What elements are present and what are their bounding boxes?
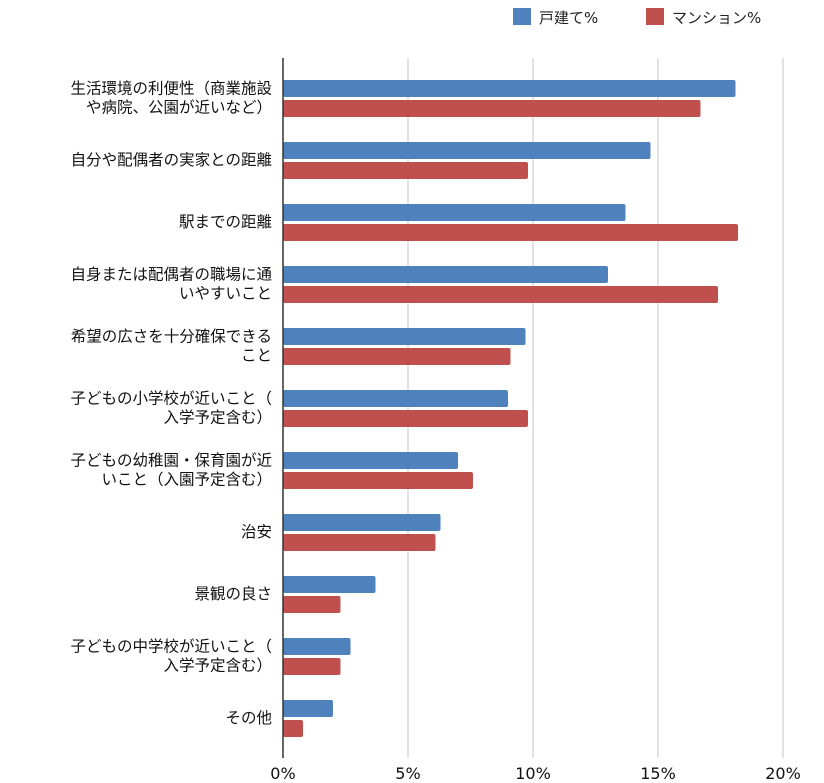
category-label: 治安 [241, 523, 272, 541]
x-tick-label: 0% [270, 764, 295, 783]
bar-mansion [283, 410, 528, 427]
category-label: 自分や配偶者の実家との距離 [71, 151, 272, 169]
bar-detached [283, 576, 376, 593]
bar-mansion [283, 348, 511, 365]
category-label: いやすいこと [179, 285, 272, 303]
category-label: 子どもの幼稚園・保育園が近 [70, 452, 272, 470]
legend: 戸建て% マンション% [513, 8, 761, 27]
category-label: こと [241, 347, 272, 365]
category-label: いこと（入園予定含む） [101, 471, 272, 489]
bar-detached [283, 700, 333, 717]
bar-mansion [283, 596, 341, 613]
bar-mansion [283, 224, 738, 241]
legend-swatch-mansion [646, 8, 664, 25]
category-label: その他 [225, 709, 272, 727]
bar-detached [283, 452, 458, 469]
bar-mansion [283, 534, 436, 551]
category-label: 駅までの距離 [179, 213, 272, 231]
x-tick-label: 5% [395, 764, 420, 783]
bar-detached [283, 638, 351, 655]
category-label: 希望の広さを十分確保できる [71, 328, 272, 346]
category-label: や病院、公園が近いなど） [86, 98, 272, 117]
bar-detached [283, 328, 526, 345]
bar-detached [283, 514, 441, 531]
legend-label-mansion: マンション% [672, 9, 761, 27]
x-tick-label: 15% [640, 764, 676, 783]
x-tick-label: 20% [765, 764, 801, 783]
bar-mansion [283, 658, 341, 675]
bars [283, 80, 738, 737]
gridlines [407, 58, 784, 758]
bar-detached [283, 80, 736, 97]
category-label: 入学予定含む） [163, 657, 272, 675]
bar-detached [283, 390, 508, 407]
category-label: 子どもの中学校が近いこと（ [70, 638, 272, 656]
legend-label-detached: 戸建て% [539, 9, 598, 27]
bar-mansion [283, 720, 303, 737]
bar-detached [283, 142, 651, 159]
bar-detached [283, 266, 608, 283]
bar-mansion [283, 100, 701, 117]
category-label: 自身または配偶者の職場に通 [70, 266, 272, 284]
bar-mansion [283, 472, 473, 489]
x-tick-labels: 0% 5% 10% 15% 20% [270, 764, 800, 783]
legend-swatch-detached [513, 8, 531, 25]
category-label: 景観の良さ [194, 585, 272, 603]
bar-mansion [283, 286, 718, 303]
x-tick-label: 10% [515, 764, 551, 783]
bar-mansion [283, 162, 528, 179]
bar-detached [283, 204, 626, 221]
category-label: 入学予定含む） [163, 409, 272, 427]
category-label: 生活環境の利便性（商業施設 [70, 79, 272, 98]
category-label: 子どもの小学校が近いこと（ [70, 390, 272, 408]
